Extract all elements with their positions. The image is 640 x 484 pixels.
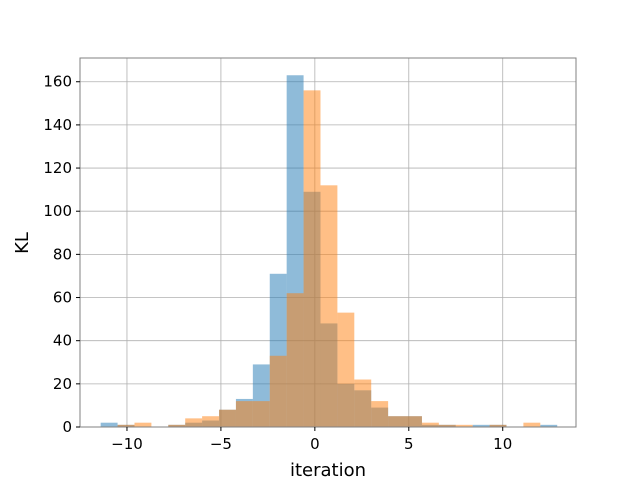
histogram-bar — [100, 422, 118, 427]
histogram-bar — [252, 401, 270, 427]
histogram-bar — [472, 424, 490, 427]
y-tick-label: 160 — [43, 73, 72, 91]
histogram-bar — [235, 401, 253, 427]
histogram-bar — [405, 416, 422, 427]
histogram-bar — [286, 293, 304, 427]
histogram-bar — [168, 424, 186, 427]
histogram-bar — [489, 424, 507, 427]
y-tick-label: 20 — [53, 375, 72, 393]
histogram-bar — [320, 185, 338, 427]
y-axis-label: KL — [12, 232, 33, 254]
histogram-bar — [388, 416, 406, 427]
x-tick-label: 5 — [404, 435, 414, 453]
histogram-bar — [303, 90, 321, 428]
histogram-bar — [354, 379, 372, 427]
y-tick-label: 80 — [53, 245, 72, 263]
x-tick-label: 0 — [310, 435, 320, 453]
histogram-bar — [134, 422, 152, 427]
axes-layer — [79, 57, 577, 428]
y-tick-label: 100 — [43, 202, 72, 220]
histogram-bar — [202, 416, 220, 427]
y-tick-label: 120 — [43, 159, 72, 177]
bars-layer — [100, 75, 558, 428]
x-axis-label: iteration — [290, 460, 366, 480]
histogram-bar — [438, 424, 456, 427]
histogram-bar — [371, 401, 389, 427]
histogram-bar — [523, 422, 541, 427]
x-tick-label: −5 — [210, 435, 232, 453]
x-tick-label: −10 — [111, 435, 143, 453]
histogram-bar — [540, 424, 558, 427]
y-tick-label: 60 — [53, 289, 72, 307]
plot-frame — [79, 57, 577, 428]
histogram-bar — [185, 418, 203, 427]
histogram-bar — [455, 424, 473, 427]
histogram-bar — [421, 422, 439, 427]
y-tick-label: 140 — [43, 116, 72, 134]
histogram-bar — [337, 312, 355, 427]
histogram-bar — [269, 355, 287, 427]
histogram-bar — [219, 409, 236, 427]
y-tick-label: 40 — [53, 332, 72, 350]
histogram-bar — [117, 424, 135, 427]
y-tick-label: 0 — [62, 418, 72, 436]
histogram-series-2 — [117, 90, 541, 428]
x-tick-label: 10 — [493, 435, 512, 453]
